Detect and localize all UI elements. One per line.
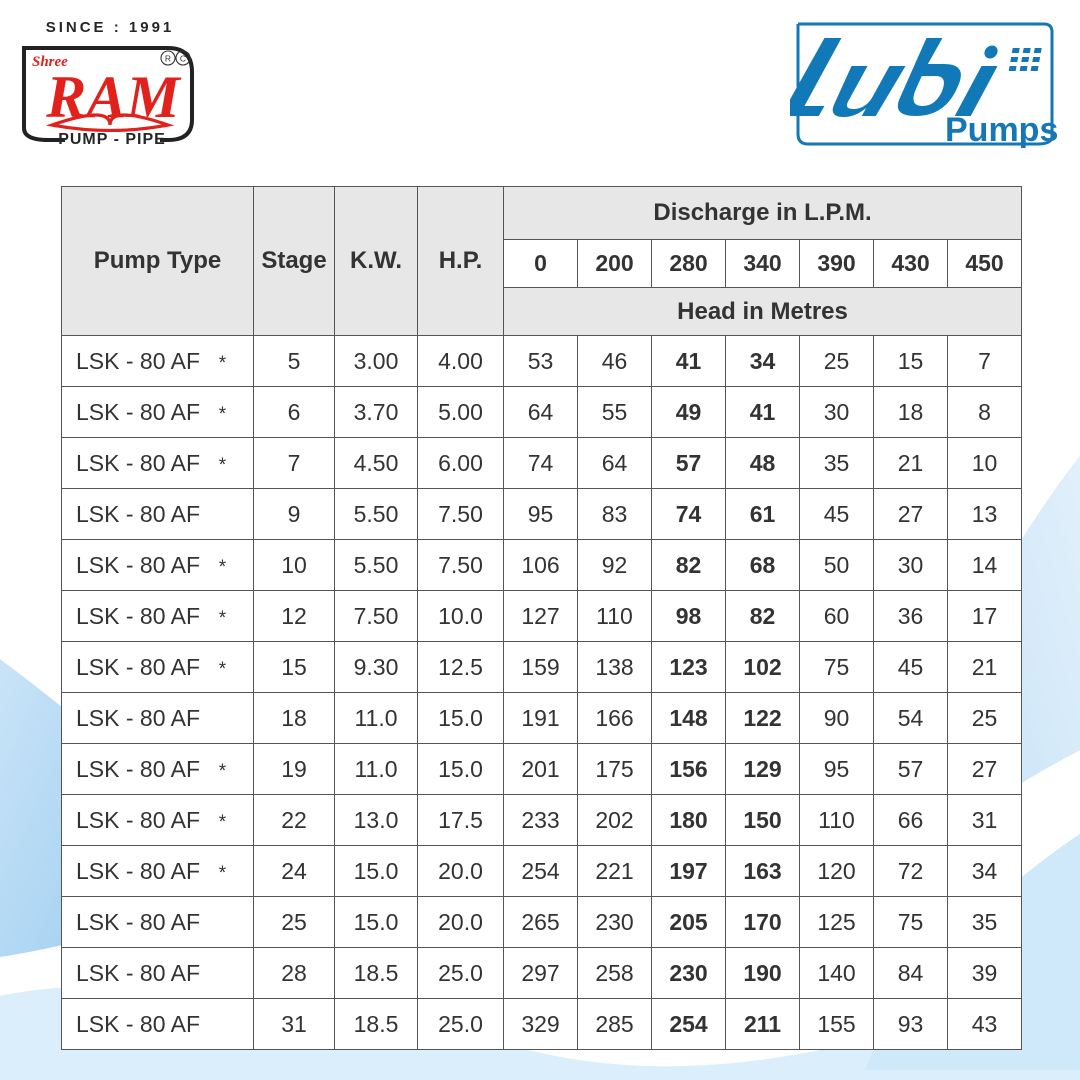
svg-text:R: R — [165, 54, 171, 64]
svg-text:C: C — [180, 54, 186, 64]
svg-text:PUMP - PIPE: PUMP - PIPE — [58, 131, 166, 148]
svg-text:SINCE : 1991: SINCE : 1991 — [46, 20, 175, 36]
svg-text:Pumps: Pumps — [945, 111, 1058, 149]
